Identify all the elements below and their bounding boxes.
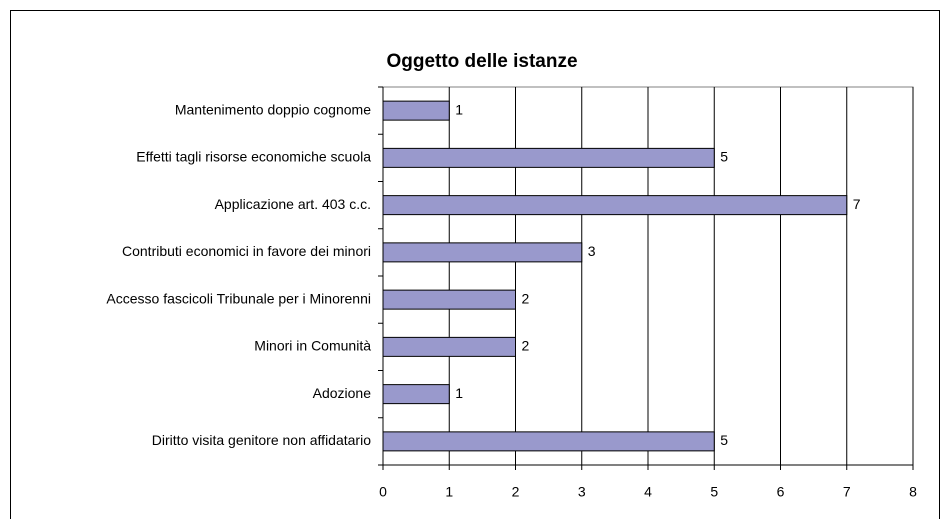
x-tick-label: 5: [710, 484, 718, 500]
y-tick-label: Applicazione art. 403 c.c.: [215, 196, 371, 212]
bar: [382, 431, 715, 452]
x-tick-label: 0: [379, 484, 387, 500]
y-tick-label: Contributi economici in favore dei minor…: [122, 243, 371, 259]
bar: [382, 100, 450, 121]
y-tick-label: Effetti tagli risorse economiche scuola: [136, 149, 371, 165]
y-tick-label: Adozione: [313, 385, 372, 401]
data-label: 3: [588, 243, 596, 259]
data-label: 2: [522, 338, 530, 354]
y-tick-label: Minori in Comunità: [254, 338, 371, 354]
data-label: 5: [720, 432, 728, 448]
data-label: 1: [455, 385, 463, 401]
x-tick-label: 8: [909, 484, 917, 500]
x-tick-label: 6: [777, 484, 785, 500]
data-label: 1: [455, 101, 463, 117]
y-tick-label: Accesso fascicoli Tribunale per i Minore…: [106, 290, 371, 306]
bar: [382, 336, 516, 357]
data-label: 2: [522, 290, 530, 306]
y-tick-label: Mantenimento doppio cognome: [175, 101, 371, 117]
x-tick-label: 4: [644, 484, 652, 500]
bar: [382, 289, 516, 310]
data-label: 5: [720, 149, 728, 165]
chart-title: Oggetto delle istanze: [386, 51, 577, 72]
y-tick-label: Diritto visita genitore non affidatario: [152, 432, 371, 448]
x-tick-label: 2: [512, 484, 520, 500]
x-tick-label: 1: [445, 484, 453, 500]
x-tick-label: 7: [843, 484, 851, 500]
bar: [382, 147, 715, 168]
bar: [382, 195, 848, 216]
x-tick-label: 3: [578, 484, 586, 500]
bar: [382, 384, 450, 405]
data-label: 7: [853, 196, 861, 212]
bar: [382, 242, 583, 263]
